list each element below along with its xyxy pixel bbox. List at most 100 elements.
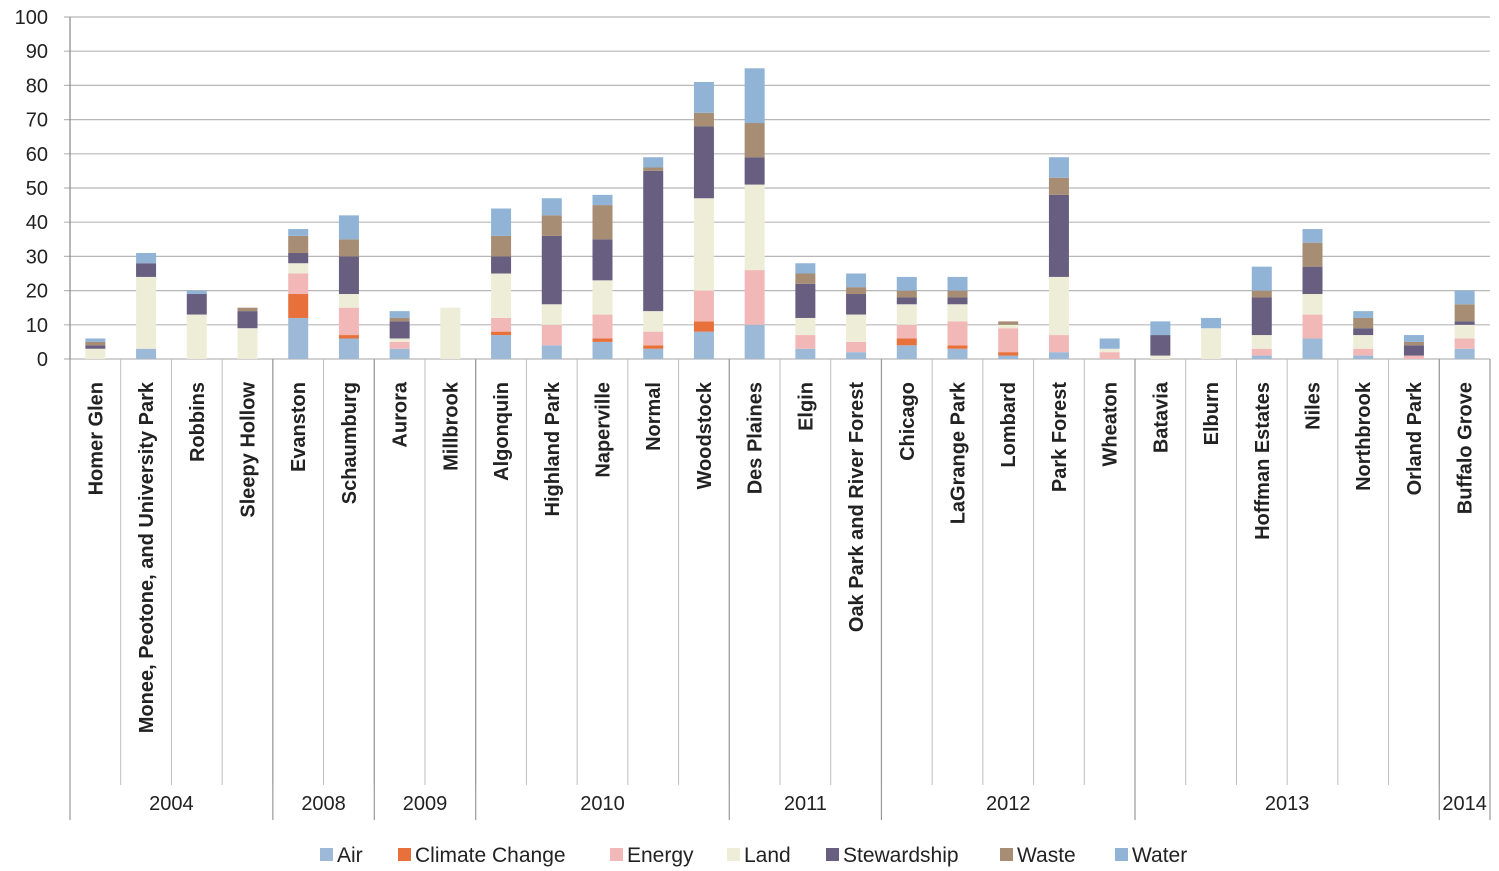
bars — [85, 68, 1475, 359]
bar-segment-air — [541, 345, 562, 359]
bar-segment-land — [1150, 355, 1171, 359]
bar-segment-air — [998, 355, 1019, 359]
bar-segment-energy — [643, 331, 664, 346]
bar-segment-land — [1302, 294, 1323, 315]
legend-swatch-water — [1115, 848, 1128, 861]
bar-segment-climate-change — [947, 345, 968, 349]
bar-segment-air — [1302, 338, 1323, 359]
category-label: Homer Glen — [85, 382, 107, 495]
bar-segment-energy — [896, 324, 917, 339]
year-label: 2014 — [1442, 793, 1487, 815]
year-label: 2009 — [403, 793, 448, 815]
category-label: Batavia — [1150, 381, 1172, 453]
category-label: Chicago — [897, 382, 919, 461]
bar-segment-water — [1353, 311, 1374, 318]
bar-segment-energy — [947, 321, 968, 346]
x-axis-years: 2004 2008 2009 2010 2011 2012 2013 2014 — [69, 359, 1491, 820]
y-tick-label: 30 — [26, 246, 48, 268]
bar-segment-air — [136, 348, 157, 359]
bar-segment-land — [1099, 348, 1120, 353]
bar-segment-energy — [744, 270, 765, 325]
category-label: LaGrange Park — [948, 381, 970, 524]
bar-segment-climate-change — [338, 335, 359, 339]
category-label: Wheaton — [1100, 382, 1122, 466]
bar-segment-energy — [998, 328, 1019, 353]
bar-segment-stewardship — [1353, 328, 1374, 336]
y-axis: 0 10 20 30 40 50 60 70 80 90 100 — [15, 7, 71, 371]
bar-segment-energy — [693, 290, 714, 322]
legend-label: Climate Change — [415, 844, 566, 867]
bar-segment-waste — [1251, 290, 1272, 298]
bar-segment-air — [744, 324, 765, 359]
bar-segment-air — [592, 341, 613, 359]
legend-label: Energy — [627, 844, 694, 867]
bar-segment-waste — [288, 235, 309, 253]
bar-segment-waste — [389, 317, 410, 322]
bar-segment-water — [846, 273, 867, 288]
bar-segment-land — [491, 273, 512, 318]
year-label: 2010 — [580, 793, 625, 815]
bar-segment-land — [541, 304, 562, 325]
bar-segment-land — [1201, 328, 1222, 359]
category-label: Millbrook — [440, 381, 462, 471]
category-label: Sleepy Hollow — [238, 382, 260, 518]
bar-segment-stewardship — [592, 239, 613, 281]
category-label: Hoffman Estates — [1252, 382, 1274, 540]
category-label: Oak Park and River Forest — [846, 382, 868, 632]
bar-segment-air — [643, 348, 664, 359]
bar-segment-air — [338, 338, 359, 359]
bar-segment-land — [389, 338, 410, 342]
category-label: Park Forest — [1049, 382, 1071, 492]
bar-segment-energy — [288, 273, 309, 295]
bar-segment-water — [795, 263, 816, 274]
bar-segment-water — [643, 157, 664, 168]
bar-segment-water — [288, 229, 309, 236]
bar-segment-air — [896, 345, 917, 359]
legend-swatch-stewardship — [826, 848, 839, 861]
bar-segment-water — [693, 81, 714, 113]
bar-segment-climate-change — [643, 345, 664, 349]
bar-segment-land — [136, 276, 157, 349]
bar-segment-energy — [389, 341, 410, 349]
bar-segment-waste — [85, 341, 106, 346]
bar-segment-air — [693, 331, 714, 359]
y-tick-label: 40 — [26, 212, 48, 234]
bar-segment-land — [1251, 335, 1272, 349]
legend-swatch-climate-change — [398, 848, 411, 861]
bar-segment-air — [389, 348, 410, 359]
bar-segment-waste — [795, 273, 816, 284]
bar-segment-energy — [338, 307, 359, 336]
bar-segment-water — [389, 311, 410, 318]
bar-segment-water — [1048, 157, 1069, 178]
legend-swatch-land — [727, 848, 740, 861]
bar-segment-water — [541, 198, 562, 216]
category-label: Schaumburg — [339, 382, 361, 504]
bar-segment-energy — [1353, 348, 1374, 356]
bar-segment-stewardship — [744, 157, 765, 185]
legend-label: Land — [744, 844, 791, 867]
legend-label: Waste — [1017, 844, 1076, 867]
bar-segment-air — [288, 317, 309, 359]
bar-segment-stewardship — [288, 252, 309, 264]
bar-segment-waste — [846, 287, 867, 295]
bar-segment-land — [85, 348, 106, 359]
x-axis-categories: Homer Glen Monee, Peotone, and University… — [69, 359, 1491, 785]
bar-segment-water — [1454, 290, 1475, 305]
bar-segment-waste — [1403, 341, 1424, 346]
y-tick-label: 70 — [26, 110, 48, 132]
legend-label: Stewardship — [843, 844, 959, 867]
bar-segment-stewardship — [1454, 321, 1475, 325]
bar-segment-land — [440, 307, 461, 359]
bar-segment-air — [795, 348, 816, 359]
bar-segment-air — [491, 335, 512, 359]
bar-segment-waste — [592, 205, 613, 240]
category-label: Robbins — [187, 382, 209, 462]
bar-segment-stewardship — [896, 297, 917, 305]
bar-segment-water — [1403, 335, 1424, 342]
bar-segment-water — [186, 290, 207, 295]
y-tick-label: 50 — [26, 178, 48, 200]
y-tick-label: 60 — [26, 144, 48, 166]
bar-segment-stewardship — [85, 345, 106, 349]
bar-segment-waste — [896, 290, 917, 298]
bar-segment-water — [338, 215, 359, 240]
